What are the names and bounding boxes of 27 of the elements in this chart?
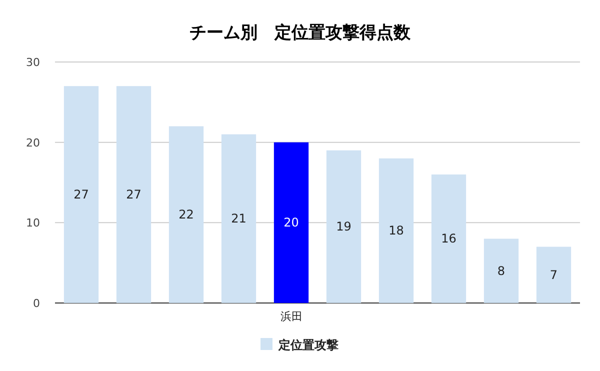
data-label: 18 bbox=[388, 224, 404, 238]
chart-title: チーム別 定位置攻撃得点数 bbox=[190, 23, 412, 43]
bar bbox=[116, 86, 152, 303]
data-label: 19 bbox=[336, 220, 352, 234]
bar bbox=[274, 142, 309, 303]
data-label: 8 bbox=[497, 264, 506, 278]
data-label: 21 bbox=[231, 212, 246, 226]
data-label: 22 bbox=[178, 208, 194, 222]
y-tick-label: 30 bbox=[26, 56, 40, 69]
data-label: 7 bbox=[550, 268, 558, 282]
bar bbox=[221, 134, 256, 303]
bar bbox=[326, 150, 362, 303]
bar bbox=[431, 174, 466, 303]
y-tick-label: 10 bbox=[26, 216, 40, 230]
y-tick-label: 20 bbox=[26, 136, 40, 150]
bar bbox=[168, 126, 204, 303]
bar bbox=[64, 86, 99, 303]
data-label: 16 bbox=[441, 232, 456, 246]
bar bbox=[536, 246, 572, 303]
y-tick-label: 0 bbox=[33, 297, 40, 310]
bar bbox=[484, 238, 519, 303]
x-tick-label: 浜田 bbox=[280, 310, 302, 323]
bar bbox=[378, 158, 414, 303]
legend-label: 定位置攻撃 bbox=[278, 338, 338, 352]
data-label: 27 bbox=[126, 188, 142, 202]
data-label: 27 bbox=[74, 188, 89, 202]
data-label: 20 bbox=[284, 216, 299, 230]
